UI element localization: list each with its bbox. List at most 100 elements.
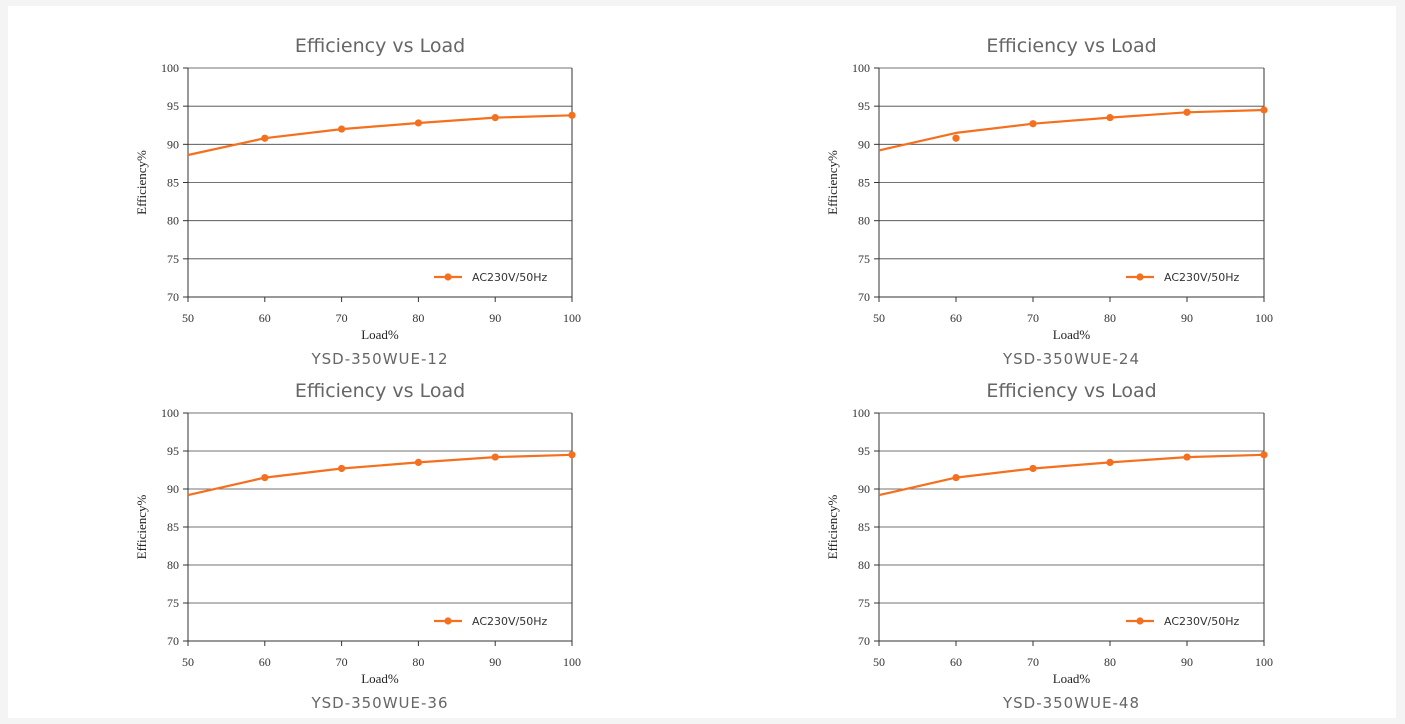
data-point xyxy=(1106,458,1114,466)
y-axis-label: Efficiency% xyxy=(134,150,149,215)
y-tick-label: 85 xyxy=(858,176,870,190)
y-tick-label: 100 xyxy=(161,406,179,420)
series-line xyxy=(187,114,573,157)
legend-label: AC230V/50Hz xyxy=(472,271,548,284)
y-tick-label: 80 xyxy=(167,214,179,228)
x-tick-label: 100 xyxy=(1255,655,1273,669)
chart-title: Efficiency vs Load xyxy=(295,380,465,402)
x-tick-label: 80 xyxy=(1104,655,1116,669)
legend-marker xyxy=(1136,273,1144,281)
legend-label: AC230V/50Hz xyxy=(472,615,548,628)
x-tick-label: 60 xyxy=(950,311,962,325)
model-caption: YSD-350WUE-12 xyxy=(310,350,448,368)
data-point xyxy=(261,474,269,482)
data-point xyxy=(414,119,422,127)
x-axis-label: Load% xyxy=(361,671,399,686)
data-point xyxy=(261,134,269,142)
data-point xyxy=(491,453,499,461)
x-tick-label: 80 xyxy=(1104,311,1116,325)
y-tick-label: 95 xyxy=(167,99,179,113)
y-tick-label: 95 xyxy=(858,444,870,458)
legend-marker xyxy=(444,273,452,281)
x-tick-label: 70 xyxy=(336,311,348,325)
legend-label: AC230V/50Hz xyxy=(1164,615,1240,628)
y-axis-label: Efficiency% xyxy=(825,150,840,215)
y-tick-label: 75 xyxy=(167,252,179,266)
x-axis-label: Load% xyxy=(361,327,399,342)
series-line xyxy=(878,108,1265,152)
x-tick-label: 50 xyxy=(873,311,885,325)
y-tick-label: 80 xyxy=(167,558,179,572)
y-tick-label: 100 xyxy=(852,406,870,420)
x-tick-label: 70 xyxy=(336,655,348,669)
y-tick-label: 75 xyxy=(858,596,870,610)
x-tick-label: 60 xyxy=(259,311,271,325)
data-point xyxy=(1029,464,1037,473)
x-tick-label: 60 xyxy=(259,655,271,669)
data-point xyxy=(1260,451,1268,459)
data-point xyxy=(1106,114,1114,122)
y-tick-label: 80 xyxy=(858,558,870,572)
model-caption: YSD-350WUE-48 xyxy=(1002,694,1140,712)
data-point xyxy=(1260,106,1268,114)
data-point xyxy=(491,114,499,122)
y-tick-label: 75 xyxy=(167,596,179,610)
x-tick-label: 100 xyxy=(563,655,581,669)
y-tick-label: 80 xyxy=(858,214,870,228)
data-point xyxy=(1183,453,1191,461)
y-axis-label: Efficiency% xyxy=(134,494,149,559)
y-tick-label: 85 xyxy=(167,520,179,534)
chart-title: Efficiency vs Load xyxy=(986,380,1156,402)
chart-title: Efficiency vs Load xyxy=(295,35,465,57)
y-tick-label: 100 xyxy=(161,61,179,75)
chart-title: Efficiency vs Load xyxy=(986,35,1156,57)
x-tick-label: 70 xyxy=(1027,311,1039,325)
x-tick-label: 80 xyxy=(412,311,424,325)
chart-2: Efficiency vs Load 70 75 80 85 90 95 100 50 60 70 8… xyxy=(825,35,1273,368)
data-point xyxy=(952,474,960,482)
legend-label: AC230V/50Hz xyxy=(1164,271,1240,284)
series-line xyxy=(878,453,1265,497)
y-tick-label: 100 xyxy=(852,61,870,75)
y-tick-label: 90 xyxy=(167,137,179,151)
x-tick-label: 100 xyxy=(1255,311,1273,325)
legend-marker xyxy=(444,617,452,625)
data-point xyxy=(338,464,346,473)
y-tick-label: 70 xyxy=(858,290,870,304)
data-point xyxy=(952,134,960,142)
chart-3: Efficiency vs Load 70 75 80 85 90 95 100 50 60 70 8… xyxy=(134,380,581,712)
legend-marker xyxy=(1136,617,1144,625)
series-line xyxy=(187,453,573,497)
x-tick-label: 90 xyxy=(1181,655,1193,669)
data-point xyxy=(1029,120,1037,128)
y-tick-label: 90 xyxy=(167,482,179,496)
y-tick-label: 90 xyxy=(858,482,870,496)
x-axis-label: Load% xyxy=(1053,327,1091,342)
x-tick-label: 60 xyxy=(950,655,962,669)
y-tick-label: 90 xyxy=(858,137,870,151)
x-tick-label: 90 xyxy=(489,311,501,325)
y-tick-label: 70 xyxy=(167,290,179,304)
model-caption: YSD-350WUE-24 xyxy=(1002,350,1140,368)
model-caption: YSD-350WUE-36 xyxy=(310,694,448,712)
x-tick-label: 50 xyxy=(182,311,194,325)
data-point xyxy=(568,111,576,119)
y-tick-label: 75 xyxy=(858,252,870,266)
y-tick-label: 85 xyxy=(858,520,870,534)
chart-1: Efficiency vs Load 70 75 80 85 90 95 100 50 60 70 8… xyxy=(134,35,581,368)
data-point xyxy=(568,451,576,459)
y-tick-label: 85 xyxy=(167,176,179,190)
x-tick-label: 90 xyxy=(1181,311,1193,325)
x-tick-label: 90 xyxy=(489,655,501,669)
y-tick-label: 70 xyxy=(167,634,179,648)
x-tick-label: 50 xyxy=(873,655,885,669)
chart-4: Efficiency vs Load 70 75 80 85 90 95 100 50 60 70 8… xyxy=(825,380,1273,712)
y-tick-label: 95 xyxy=(167,444,179,458)
data-point xyxy=(414,458,422,466)
x-tick-label: 70 xyxy=(1027,655,1039,669)
x-tick-label: 80 xyxy=(412,655,424,669)
y-tick-label: 70 xyxy=(858,634,870,648)
data-point xyxy=(1183,108,1191,116)
x-axis-label: Load% xyxy=(1053,671,1091,686)
